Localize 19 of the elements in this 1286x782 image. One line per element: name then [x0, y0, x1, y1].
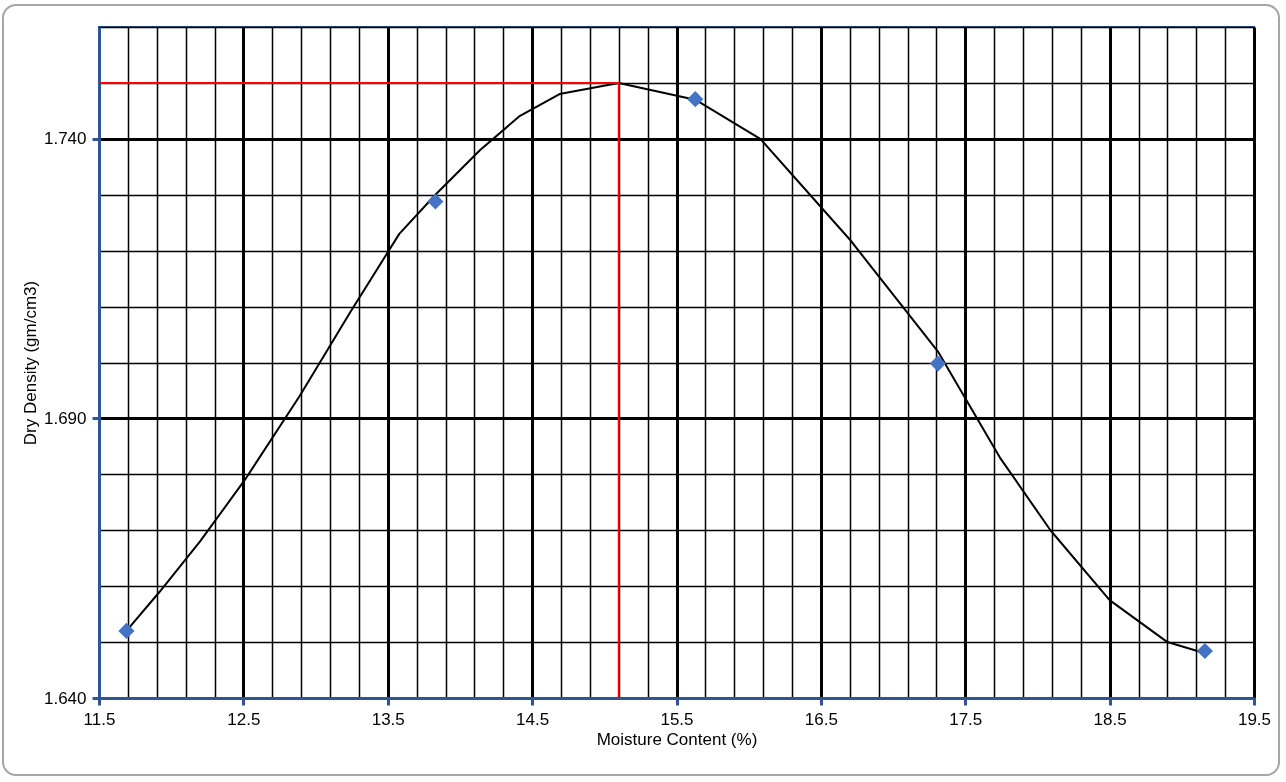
x-tick-label: 11.5 — [83, 709, 116, 729]
x-tick-label: 18.5 — [1093, 709, 1127, 729]
y-tick-label: 1.740 — [43, 129, 87, 149]
y-axis-title: Dry Density (gm/cm3) — [20, 280, 40, 446]
point — [118, 622, 135, 639]
x-tick-label: 19.5 — [1237, 709, 1272, 729]
x-tick-label: 12.5 — [227, 709, 261, 729]
x-tick-label: 16.5 — [804, 709, 838, 729]
point — [1196, 642, 1213, 660]
y-tick-label: 1.640 — [43, 688, 87, 708]
x-tick-label: 14.5 — [516, 709, 550, 729]
x-tick-label: 15.5 — [660, 709, 694, 729]
y-tick-label: 1.690 — [43, 408, 87, 428]
point — [427, 193, 444, 210]
x-tick-label: 17.5 — [949, 709, 983, 729]
point — [687, 91, 704, 108]
x-tick-label: 13.5 — [371, 709, 405, 729]
x-axis-title: Moisture Content (%) — [596, 729, 758, 749]
point — [929, 355, 946, 372]
